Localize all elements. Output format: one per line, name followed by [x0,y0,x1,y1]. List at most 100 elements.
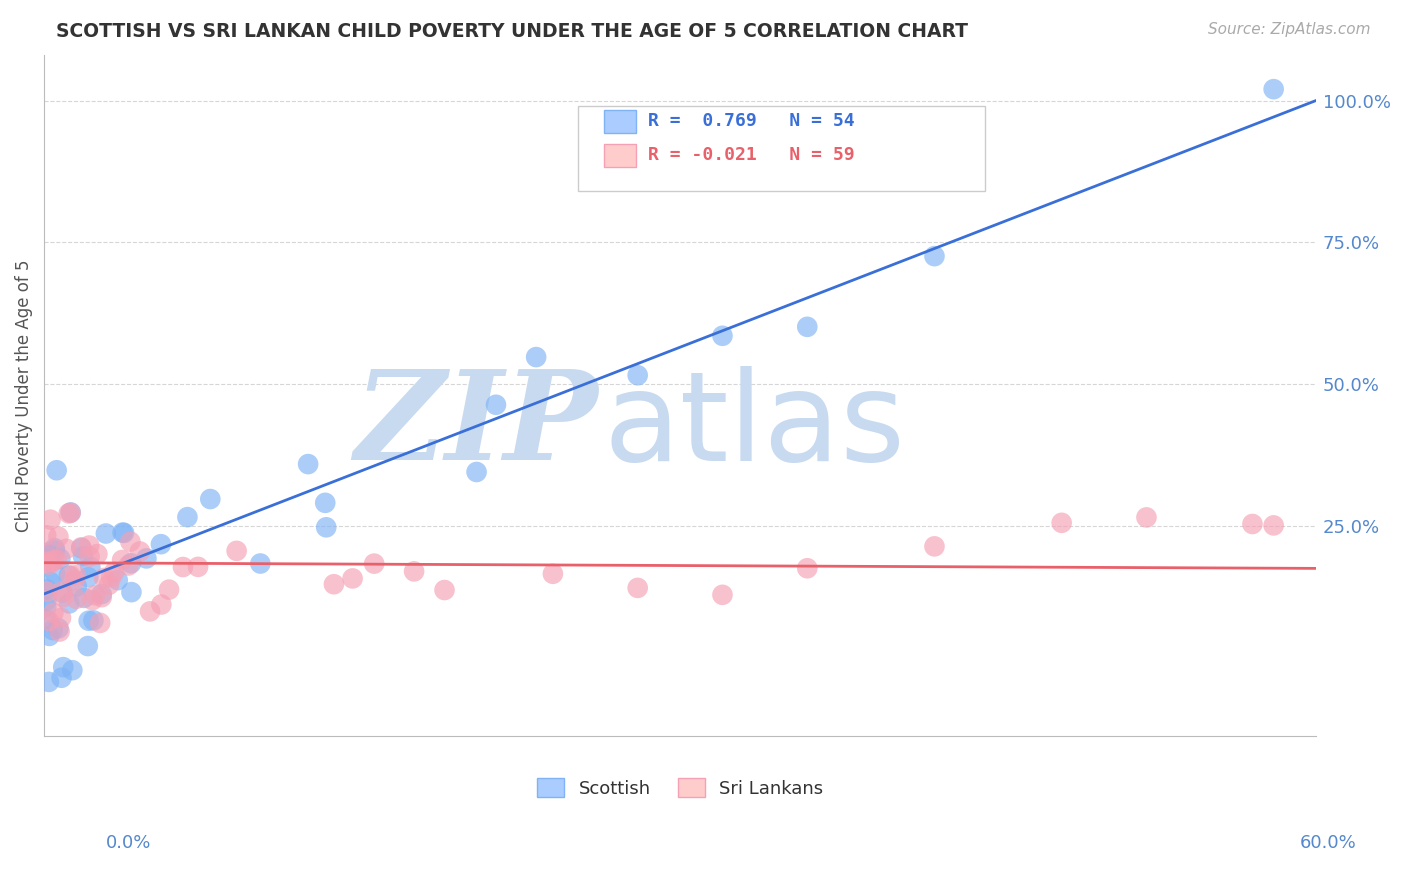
Point [48,621,70,635]
Point [120,534,142,549]
Point [93,571,115,585]
Point [49,611,72,625]
Point [94,526,117,541]
Point [38,558,60,572]
Point [51,671,73,685]
Point [38,614,60,628]
Point [52,660,75,674]
Point [35,555,58,569]
Point [65,568,87,582]
Point [433,582,456,597]
Point [59,506,82,520]
Text: 0.0%: 0.0% [105,834,150,852]
Point [35,582,58,597]
Text: ZIP: ZIP [354,366,598,487]
Point [1050,516,1073,530]
Point [66,580,89,594]
Point [70,541,93,556]
Point [111,525,134,540]
Point [924,249,946,263]
Text: R = -0.021   N = 59: R = -0.021 N = 59 [648,146,855,164]
Point [76,639,98,653]
Point [35,599,58,614]
Y-axis label: Child Poverty Under the Age of 5: Child Poverty Under the Age of 5 [15,260,32,532]
Point [176,510,198,524]
Point [1135,510,1157,524]
Point [79,549,101,564]
Point [1263,82,1285,96]
FancyBboxPatch shape [603,144,636,168]
Point [84,588,107,602]
FancyBboxPatch shape [603,110,636,134]
Point [924,540,946,554]
Point [82,614,104,628]
Point [149,537,172,551]
Point [82,593,104,607]
Point [35,546,58,560]
Point [72,549,94,564]
Point [117,558,139,573]
FancyBboxPatch shape [578,106,986,191]
Point [35,594,58,608]
Point [39,575,62,590]
Point [39,555,62,569]
Point [200,491,222,506]
Point [89,615,111,630]
Point [55,541,77,556]
Point [48,530,70,544]
Point [342,571,364,585]
Point [1241,516,1264,531]
Point [58,568,80,582]
Point [97,578,120,592]
Point [111,553,134,567]
Point [58,597,80,611]
Point [90,590,112,604]
Point [79,560,101,574]
Point [77,570,100,584]
Point [35,547,58,561]
Point [172,560,194,574]
Point [59,568,82,582]
Point [129,544,152,558]
Point [65,591,87,606]
Point [711,588,734,602]
Point [35,528,58,542]
Text: SCOTTISH VS SRI LANKAN CHILD POVERTY UNDER THE AGE OF 5 CORRELATION CHART: SCOTTISH VS SRI LANKAN CHILD POVERTY UND… [56,22,969,41]
Point [112,525,135,540]
Text: 60.0%: 60.0% [1301,834,1357,852]
Point [86,547,108,561]
Point [51,584,73,599]
Point [135,551,157,566]
Point [107,573,129,587]
Text: Source: ZipAtlas.com: Source: ZipAtlas.com [1208,22,1371,37]
Point [58,507,80,521]
Point [322,577,344,591]
Point [103,565,125,579]
Point [44,566,66,581]
Text: atlas: atlas [603,366,905,486]
Point [363,557,385,571]
Point [627,368,650,383]
Point [42,553,65,567]
Point [120,585,142,599]
Point [60,663,83,677]
Legend: Scottish, Sri Lankans: Scottish, Sri Lankans [530,771,831,805]
Point [1263,518,1285,533]
Point [42,623,65,637]
Point [796,561,818,575]
Point [39,513,62,527]
Point [45,552,67,566]
Point [524,350,547,364]
Point [541,566,564,581]
Point [70,541,93,555]
Point [315,520,337,534]
Point [44,543,66,558]
Point [49,552,72,566]
Point [42,606,65,620]
Point [45,463,67,477]
Point [100,570,122,584]
Point [37,584,59,599]
Point [63,573,86,587]
Point [157,582,180,597]
Point [711,328,734,343]
